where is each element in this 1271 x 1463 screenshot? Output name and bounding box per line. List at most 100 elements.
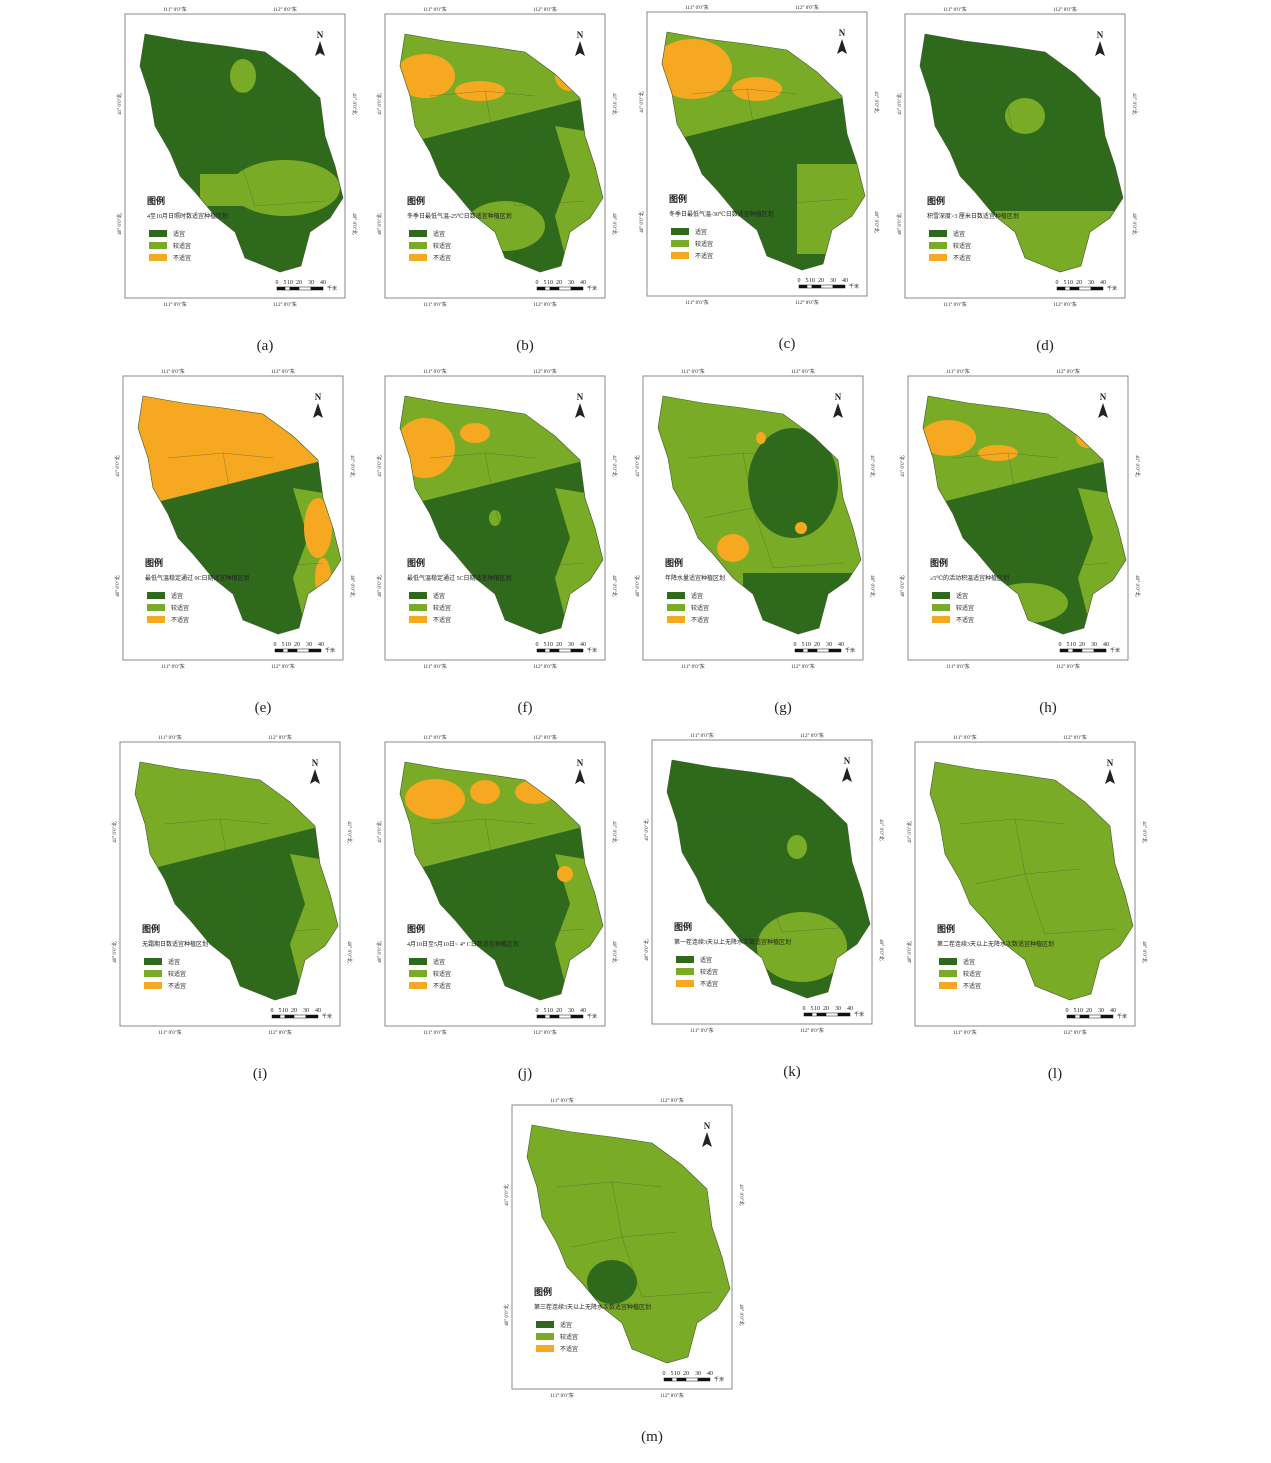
scale-segment xyxy=(298,286,312,291)
lat-label: 41° 0′0″北 xyxy=(376,93,383,114)
lon-label: 112° 0′0″东 xyxy=(791,663,815,670)
legend-swatch xyxy=(939,958,957,965)
lon-label: 111° 0′0″东 xyxy=(943,301,967,308)
region-outline xyxy=(666,759,871,999)
scale-label: 0 xyxy=(1056,280,1059,286)
scale-label: 0 xyxy=(1059,642,1062,648)
region xyxy=(930,762,1133,1000)
scale-label: 40 xyxy=(1100,280,1106,286)
scale-label: 5 xyxy=(671,1371,674,1377)
lon-label: 111° 0′0″东 xyxy=(943,6,967,13)
legend-swatch xyxy=(676,968,694,975)
panel-caption: (h) xyxy=(1039,700,1057,716)
legend-swatch xyxy=(671,240,689,247)
legend-swatch xyxy=(409,604,427,611)
scale-segment xyxy=(289,286,300,291)
scale-unit: 千米 xyxy=(1117,1013,1127,1020)
legend-item: 较适宜 xyxy=(433,242,451,250)
lon-label: 111° 0′0″东 xyxy=(423,734,447,741)
panel-caption: (l) xyxy=(1048,1066,1062,1082)
scale-label: 5 xyxy=(544,1008,547,1014)
scale-unit: 千米 xyxy=(1110,647,1120,654)
lat-label: 41° 0′0″北 xyxy=(643,819,650,840)
lat-label: 40° 0′0″北 xyxy=(111,941,118,962)
scale-label: 40 xyxy=(1103,642,1109,648)
zone xyxy=(400,54,455,98)
scale-label: 0 xyxy=(803,1006,806,1012)
map-panel: 111° 0′0″东 111° 0′0″东 112° 0′0″东 112° 0′0″东… xyxy=(376,6,618,354)
lat-label: 41° 0′0″北 xyxy=(906,821,913,842)
district-boundaries xyxy=(164,818,321,935)
panel-caption: (j) xyxy=(518,1066,532,1082)
scale-label: 40 xyxy=(1110,1008,1116,1014)
legend-heading: 图例 xyxy=(147,195,165,206)
scale-segment xyxy=(816,648,830,653)
lat-label: 41° 0′0″北 xyxy=(346,821,353,842)
scale-segment xyxy=(671,1377,678,1382)
legend-title: 冬季日最低气温-30℃日数适宜种植区划 xyxy=(669,210,774,218)
lat-label: 40° 0′0″北 xyxy=(638,211,645,232)
scale-segment xyxy=(663,1377,673,1382)
legend-title: 第一茬连续3天以上无降水次数适宜种植区划 xyxy=(674,938,791,946)
lon-label: 112° 0′0″东 xyxy=(1056,368,1080,375)
scale-unit: 千米 xyxy=(714,1376,724,1383)
scale-segment xyxy=(308,648,322,653)
scale-label: 10 xyxy=(282,1008,288,1014)
north-arrow xyxy=(837,39,847,54)
zone xyxy=(304,498,332,558)
district-boundaries xyxy=(556,1181,713,1298)
scale-label: 30 xyxy=(568,1008,574,1014)
panel-caption: (d) xyxy=(1036,338,1054,354)
lon-label: 111° 0′0″东 xyxy=(946,663,970,670)
scale-label: 0 xyxy=(663,1371,666,1377)
legend-heading: 图例 xyxy=(930,557,948,568)
scale-label: 10 xyxy=(809,278,815,284)
legend-heading: 图例 xyxy=(669,193,687,204)
north-label: N xyxy=(1100,392,1107,402)
scale-unit: 千米 xyxy=(849,283,859,290)
scale-segment xyxy=(811,1012,818,1017)
scale-segment xyxy=(811,284,822,289)
scale-label: 30 xyxy=(830,278,836,284)
lon-label: 112° 0′0″东 xyxy=(660,1097,684,1104)
zone xyxy=(662,39,732,99)
lat-label: 41° 0′0″北 xyxy=(611,455,618,476)
district-boundaries xyxy=(429,90,586,207)
lat-label: 40° 0′0″北 xyxy=(1134,575,1141,596)
legend-swatch xyxy=(667,592,685,599)
lat-label: 40° 0′0″北 xyxy=(643,939,650,960)
scale-label: 5 xyxy=(811,1006,814,1012)
lon-label: 111° 0′0″东 xyxy=(423,1029,447,1036)
lon-label: 111° 0′0″东 xyxy=(685,299,709,306)
north-label: N xyxy=(577,758,584,768)
lon-label: 112° 0′0″东 xyxy=(795,299,819,306)
scale-segment xyxy=(1066,1014,1076,1019)
legend-item: 不适宜 xyxy=(173,254,191,262)
lon-label: 111° 0′0″东 xyxy=(550,1097,574,1104)
scale-segment xyxy=(1100,1014,1114,1019)
north-arrow xyxy=(575,41,585,56)
lon-label: 111° 0′0″东 xyxy=(423,6,447,13)
lat-label: 41° 0′0″北 xyxy=(869,455,876,476)
north-label: N xyxy=(835,392,842,402)
lon-label: 111° 0′0″东 xyxy=(161,663,185,670)
north-arrow xyxy=(313,403,323,418)
map-panel: 111° 0′0″东 111° 0′0″东 112° 0′0″东 112° 0′0″东… xyxy=(111,734,353,1082)
map-panel: 111° 0′0″东 111° 0′0″东 112° 0′0″东 112° 0′0″东… xyxy=(116,6,358,354)
scale-segment xyxy=(276,286,286,291)
scale-unit: 千米 xyxy=(587,1013,597,1020)
north-label: N xyxy=(577,392,584,402)
scale-segment xyxy=(1059,648,1069,653)
scale-label: 40 xyxy=(315,1008,321,1014)
scale-segment xyxy=(1072,648,1083,653)
scale-segment xyxy=(544,1014,551,1019)
lon-label: 112° 0′0″东 xyxy=(791,368,815,375)
district-boundaries xyxy=(696,816,853,933)
lon-label: 111° 0′0″东 xyxy=(158,1029,182,1036)
lon-label: 112° 0′0″东 xyxy=(271,663,295,670)
legend-item: 不适宜 xyxy=(168,982,186,990)
lat-label: 41° 0′0″北 xyxy=(114,455,121,476)
lat-label: 40° 0′0″北 xyxy=(611,941,618,962)
lon-label: 111° 0′0″东 xyxy=(163,301,187,308)
scale-label: 5 xyxy=(802,642,805,648)
